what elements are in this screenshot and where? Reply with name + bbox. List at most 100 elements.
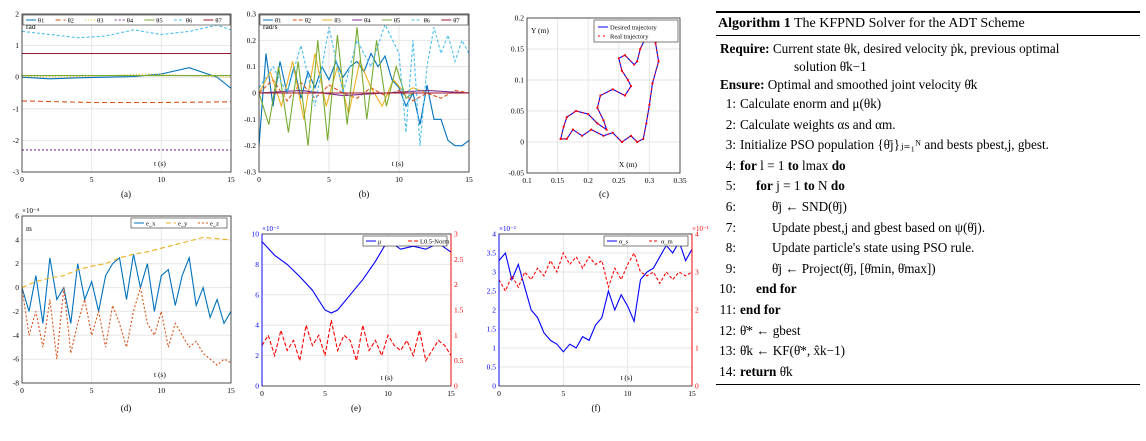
x-tick-label: 0.25 xyxy=(612,176,625,185)
algorithm-line: 7: Update pbest,j and gbest based on ψ(θ̇… xyxy=(716,218,1140,239)
series-point xyxy=(599,94,602,97)
series-point xyxy=(617,57,620,60)
x-axis-label: t (s) xyxy=(392,159,404,168)
line-text: for j = 1 to N do xyxy=(756,178,845,194)
chart-panel-e: 0 5 10 15 10 8 6 4 2 0 3 2.5 2 1.5 1 0.5 0 t (s) ×10⁻² μ L0.… xyxy=(252,225,464,413)
legend-label: L0.5-Norm xyxy=(420,239,449,246)
legend-label: α_s xyxy=(619,239,629,246)
series-point xyxy=(620,69,623,72)
series-line-0 xyxy=(22,254,231,325)
y-right-tick-label: 2.5 xyxy=(454,255,464,264)
chart-panel-c: 0.1 0.15 0.2 0.25 0.3 0.35 0.2 0.15 0.1 0.05 0 -0.0… xyxy=(508,14,686,200)
x-tick-label: 15 xyxy=(688,389,696,398)
y-tick-label: -2 xyxy=(13,136,19,145)
x-tick-label: 10 xyxy=(624,389,632,398)
series-point xyxy=(602,119,605,122)
chart-panel-b: 0 5 10 15 0.3 0.2 0.1 0 -0.1 -0.2 -0.3 rad/s t (s) θ̇… xyxy=(244,10,473,200)
line-text: θ̇* ← gbest xyxy=(740,322,801,338)
algorithm-top-rule xyxy=(716,11,1140,13)
y-right-tick-label: 1 xyxy=(454,331,458,340)
legend-label: θ̇6 xyxy=(424,18,431,25)
series-line-4 xyxy=(259,27,469,146)
legend-label: Desired trajectory xyxy=(610,25,657,32)
series-point xyxy=(611,88,614,91)
line-text: Update particle's state using PSO rule. xyxy=(772,240,975,256)
legend-box xyxy=(259,14,469,26)
legend-label: θ2 xyxy=(68,18,74,25)
series-line-0 xyxy=(560,25,660,143)
y-tick-label: 0.05 xyxy=(511,107,524,116)
algorithm-line: 14: return θ̇k xyxy=(716,362,1140,383)
series-line-1 xyxy=(22,236,231,289)
algorithm-line: 11: end for xyxy=(716,300,1140,321)
line-text: Calculate enorm and μ(θk) xyxy=(740,96,882,111)
x-tick-label: 0.1 xyxy=(522,176,532,185)
panel-caption: (f) xyxy=(592,403,601,413)
algorithm-bottom-rule xyxy=(716,384,1140,386)
line-number: 7: xyxy=(725,219,736,235)
y-tick-label: 3.5 xyxy=(487,249,497,258)
series-point xyxy=(636,60,639,63)
line-number: 13: xyxy=(719,343,736,359)
series-point xyxy=(596,122,599,125)
x-tick-label: 0 xyxy=(20,386,24,395)
line-number: 4: xyxy=(725,157,736,173)
exponent-right-label: ×10⁻¹ xyxy=(692,225,709,233)
y-tick-label: 1 xyxy=(492,344,496,353)
y-tick-label: 1 xyxy=(15,41,19,50)
legend-label: θ5 xyxy=(156,18,162,25)
x-axis-label: t (s) xyxy=(154,159,166,168)
line-text: θ̇k ← KF(θ̇*, x̂k−1) xyxy=(740,343,846,359)
y-axis-label: Y (m) xyxy=(531,26,549,35)
plot-frame xyxy=(261,233,452,387)
legend-label: θ6 xyxy=(186,18,193,25)
series-point xyxy=(590,128,593,131)
x-tick-label: 5 xyxy=(90,386,94,395)
y-right-tick-label: 1 xyxy=(695,344,699,353)
y-tick-label: 0.1 xyxy=(247,62,257,71)
line-number: 14: xyxy=(719,363,736,379)
y-tick-label: 0 xyxy=(252,89,256,98)
x-tick-label: 0.35 xyxy=(673,176,686,185)
series-point xyxy=(623,54,627,57)
line-number: 12: xyxy=(719,322,736,338)
algorithm-line: 5: for j = 1 to N do xyxy=(716,176,1140,197)
x-tick-label: 0 xyxy=(257,175,261,184)
plot-frame xyxy=(526,17,681,174)
x-tick-label: 0 xyxy=(260,389,264,398)
require-continuation: solution θ̇k−1 xyxy=(794,59,867,74)
series-line-2 xyxy=(259,53,469,120)
legend-label: θ3 xyxy=(97,18,103,25)
series-line-1 xyxy=(560,25,660,143)
series-point xyxy=(587,113,590,116)
series-line-1 xyxy=(22,100,231,104)
series-point xyxy=(636,140,639,144)
y-tick-label: 0.1 xyxy=(515,76,525,85)
series-point xyxy=(642,137,645,140)
series-line-2 xyxy=(22,287,231,366)
y-right-tick-label: 3 xyxy=(454,230,458,239)
x-axis-label: t (s) xyxy=(620,373,632,382)
line-text: return θ̇k xyxy=(740,363,793,379)
x-tick-label: 10 xyxy=(158,386,166,395)
legend-label: α_m xyxy=(661,239,673,246)
algorithm-ensure: Ensure: Optimal and smoothed joint veloc… xyxy=(716,75,1140,94)
y-tick-label: 2 xyxy=(255,351,259,360)
y-tick-label: 0 xyxy=(520,138,524,147)
series-point xyxy=(645,122,648,125)
y-right-tick-label: 2 xyxy=(695,306,699,315)
legend-box xyxy=(22,14,231,26)
x-tick-label: 10 xyxy=(384,389,392,398)
series-point xyxy=(633,63,636,66)
x-tick-label: 15 xyxy=(227,175,235,184)
legend-box xyxy=(603,235,689,247)
y-tick-label: 0 xyxy=(255,382,259,391)
line-number: 3: xyxy=(725,137,736,153)
series-point xyxy=(629,134,633,137)
algorithm-line: 9: θ̇j ← Project(θ̇j, [θ̇min, θ̇max]) xyxy=(716,259,1140,280)
x-tick-label: 10 xyxy=(158,175,166,184)
legend-label: θ̇5 xyxy=(394,18,400,25)
plot-frame xyxy=(21,13,232,173)
series-line-5 xyxy=(259,23,469,146)
